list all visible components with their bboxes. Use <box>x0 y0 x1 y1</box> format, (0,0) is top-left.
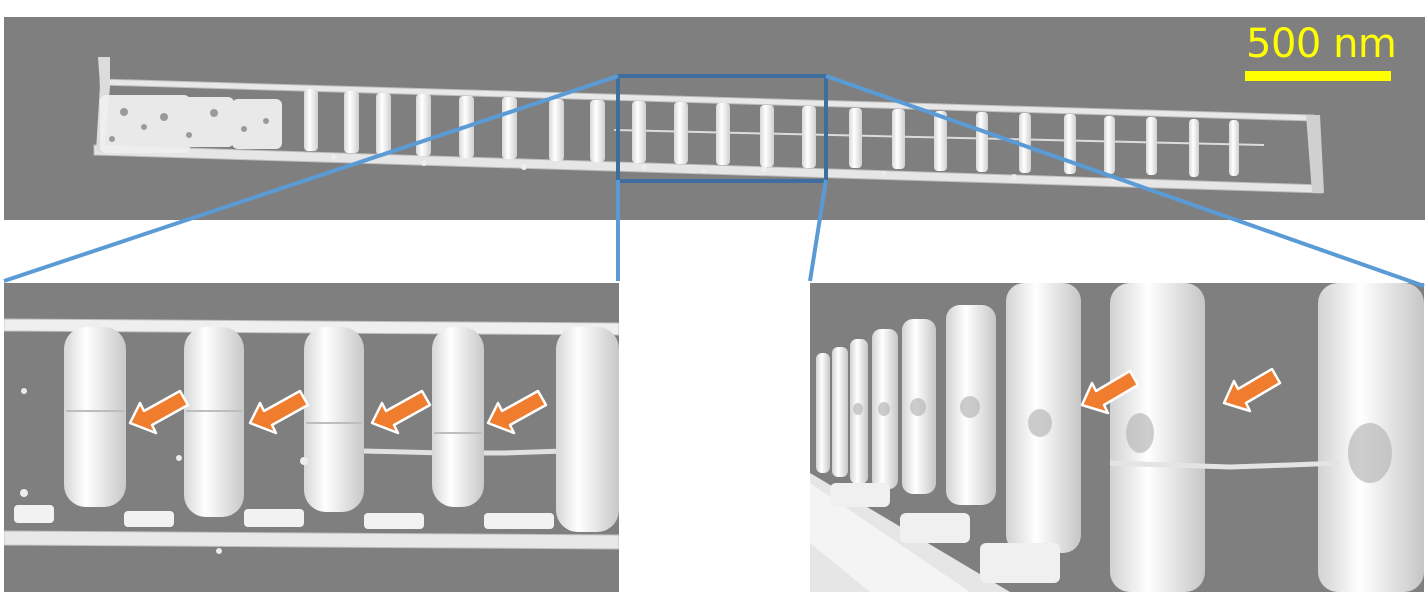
arrow-marker <box>128 389 190 435</box>
zoom-perspective-view-panel <box>810 283 1424 592</box>
arrow-marker <box>1080 369 1140 415</box>
zoom-side-view-panel <box>4 283 619 592</box>
scale-bar-label: 500 nm <box>1246 21 1397 67</box>
arrow-marker <box>370 389 432 435</box>
perspective-view-structure-image <box>810 283 1424 592</box>
overview-structure-image <box>93 57 1324 194</box>
side-view-structure-image <box>4 318 619 554</box>
arrow-marker <box>248 389 310 435</box>
scale-bar <box>1245 71 1391 81</box>
arrow-marker <box>486 389 548 435</box>
arrow-marker <box>1222 367 1282 413</box>
arrow-group <box>128 389 548 435</box>
overview-panel <box>4 17 1425 220</box>
